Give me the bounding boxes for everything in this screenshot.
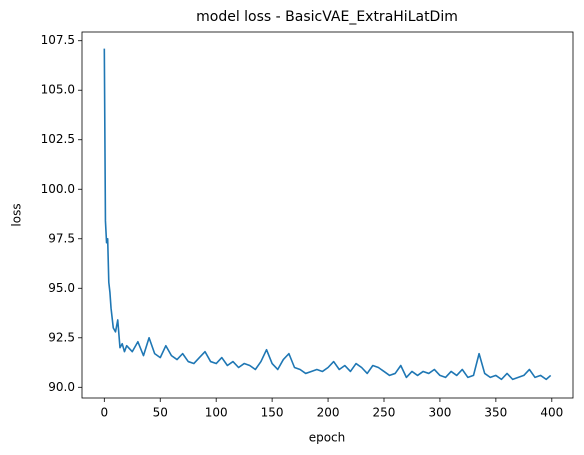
x-tick-label: 100 <box>205 406 228 420</box>
x-tick-label: 400 <box>540 406 563 420</box>
y-tick-label: 100.0 <box>41 182 75 196</box>
y-tick-label: 97.5 <box>48 231 75 245</box>
x-tick-label: 150 <box>261 406 284 420</box>
y-tick-label: 102.5 <box>41 132 75 146</box>
y-tick-label: 107.5 <box>41 33 75 47</box>
chart-title: model loss - BasicVAE_ExtraHiLatDim <box>196 9 458 25</box>
y-tick-label: 105.0 <box>41 83 75 97</box>
y-tick-label: 92.5 <box>48 330 75 344</box>
loss-line <box>103 48 552 381</box>
x-tick-label: 0 <box>100 406 108 420</box>
y-tick-label: 95.0 <box>48 281 75 295</box>
y-axis-label: loss <box>10 203 24 226</box>
x-tick-label: 300 <box>428 406 451 420</box>
x-tick-label: 50 <box>153 406 168 420</box>
plot-frame <box>81 31 574 399</box>
x-tick-label: 200 <box>317 406 340 420</box>
x-tick-label: 350 <box>484 406 507 420</box>
x-tick-label: 250 <box>373 406 396 420</box>
x-axis-label: epoch <box>309 431 346 445</box>
y-tick-label: 90.0 <box>48 380 75 394</box>
